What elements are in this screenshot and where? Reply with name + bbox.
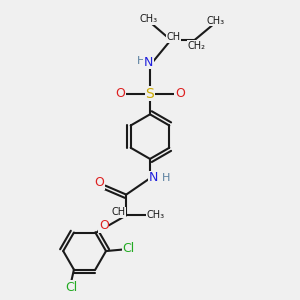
Text: Cl: Cl: [122, 242, 134, 255]
Text: CH: CH: [167, 32, 181, 42]
Text: O: O: [94, 176, 104, 189]
Text: H: H: [137, 56, 145, 66]
Text: H: H: [162, 172, 170, 183]
Text: O: O: [115, 87, 125, 100]
Text: N: N: [144, 56, 153, 69]
Text: CH: CH: [112, 207, 126, 218]
Text: O: O: [175, 87, 185, 100]
Text: CH₃: CH₃: [140, 14, 158, 24]
Text: O: O: [99, 219, 109, 232]
Text: CH₂: CH₂: [187, 41, 205, 51]
Text: N: N: [148, 171, 158, 184]
Text: CH₃: CH₃: [206, 16, 224, 26]
Text: CH₃: CH₃: [147, 210, 165, 220]
Text: S: S: [146, 86, 154, 100]
Text: Cl: Cl: [65, 281, 77, 294]
